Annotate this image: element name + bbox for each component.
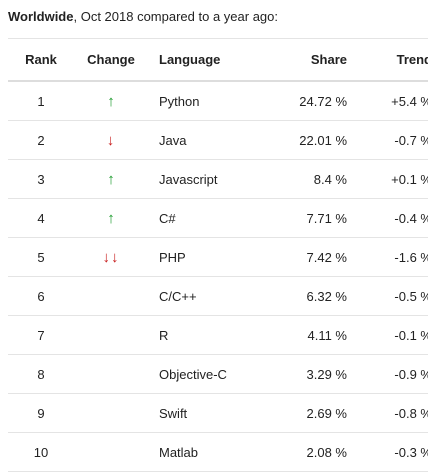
cell	[74, 315, 148, 355]
cell: 6.32 %	[276, 276, 353, 316]
cell: +0.1 %	[353, 159, 428, 199]
cell: -0.5 %	[353, 276, 428, 316]
cell: C/C++	[148, 276, 276, 316]
cell: 22.01 %	[276, 120, 353, 160]
column-header: Trend	[353, 38, 428, 82]
cell: C#	[148, 198, 276, 238]
cell: 2	[8, 120, 74, 160]
cell: -0.7 %	[353, 120, 428, 160]
cell: Javascript	[148, 159, 276, 199]
table-head: RankChangeLanguageShareTrend	[8, 38, 428, 82]
cell: Python	[148, 81, 276, 121]
column-header: Share	[276, 38, 353, 82]
table-row: 3 ↑ Javascript 8.4 % +0.1 %	[8, 159, 428, 199]
cell: 3	[8, 159, 74, 199]
cell: ↓↓	[74, 237, 148, 277]
ranking-table: RankChangeLanguageShareTrend 1↑Python24.…	[8, 38, 428, 472]
cell: ↓	[74, 120, 148, 160]
table-row: 6 C/C++6.32 %-0.5 %	[8, 276, 428, 316]
cell: -0.1 %	[353, 315, 428, 355]
cell: 3.29 %	[276, 354, 353, 394]
cell: -0.8 %	[353, 393, 428, 433]
cell: 8.4 %	[276, 159, 353, 199]
page: Worldwide, Oct 2018 compared to a year a…	[8, 9, 428, 472]
cell: 7.42 %	[276, 237, 353, 277]
cell	[74, 354, 148, 394]
column-header: Change	[74, 38, 148, 82]
cell: -0.4 %	[353, 198, 428, 238]
caption-subtitle: , Oct 2018 compared to a year ago:	[73, 9, 278, 24]
column-header: Language	[148, 38, 276, 82]
cell	[74, 393, 148, 433]
table-row: 4↑C#7.71 %-0.4 %	[8, 198, 428, 238]
cell: PHP	[148, 237, 276, 277]
cell: Java	[148, 120, 276, 160]
cell: 7.71 %	[276, 198, 353, 238]
caption-title: Worldwide	[8, 9, 74, 24]
cell: 8	[8, 354, 74, 394]
cell	[74, 276, 148, 316]
cell: Matlab	[148, 432, 276, 472]
table-row: 7 R4.11 %-0.1 %	[8, 315, 428, 355]
cell: ↑	[74, 81, 148, 121]
cell: +5.4 %	[353, 81, 428, 121]
cell: 4.11 %	[276, 315, 353, 355]
cell: 2.08 %	[276, 432, 353, 472]
cell: -0.3 %	[353, 432, 428, 472]
cell: -0.9 %	[353, 354, 428, 394]
cell: 9	[8, 393, 74, 433]
table-row: 1 ↑ Python 24.72 % +5.4 %	[8, 81, 428, 121]
cell: 1	[8, 81, 74, 121]
header-row: RankChangeLanguageShareTrend	[8, 38, 428, 82]
cell: 4	[8, 198, 74, 238]
table-row: 8 Objective-C3.29 %-0.9 %	[8, 354, 428, 394]
cell: -1.6 %	[353, 237, 428, 277]
caption: Worldwide, Oct 2018 compared to a year a…	[8, 9, 278, 24]
cell: ↑	[74, 159, 148, 199]
cell: 10	[8, 432, 74, 472]
cell: ↑	[74, 198, 148, 238]
cell: 2.69 %	[276, 393, 353, 433]
cell: 7	[8, 315, 74, 355]
cell: R	[148, 315, 276, 355]
cell	[74, 432, 148, 472]
column-header: Rank	[8, 38, 74, 82]
cell: 24.72 %	[276, 81, 353, 121]
cell: 6	[8, 276, 74, 316]
cell: 5	[8, 237, 74, 277]
cell: Swift	[148, 393, 276, 433]
cell: Objective-C	[148, 354, 276, 394]
